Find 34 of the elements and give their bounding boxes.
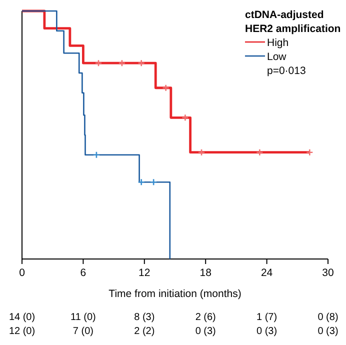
text: 0 (3) — [256, 326, 278, 337]
x-tick-label: 6 — [80, 267, 86, 279]
point — [92, 151, 100, 158]
text: 11 (0) — [70, 312, 96, 323]
x-tick-label: 24 — [260, 267, 273, 279]
x-axis-title: Time from initiation (months) — [108, 288, 242, 300]
text: 0 (3) — [318, 326, 338, 337]
point — [182, 114, 189, 122]
legend-label: High — [267, 37, 289, 49]
point — [256, 148, 264, 156]
point — [150, 178, 158, 186]
point — [138, 59, 145, 67]
x-tick-label: 12 — [138, 267, 150, 279]
point — [94, 59, 102, 67]
text: 0 (8) — [318, 312, 338, 323]
x-tick-label: 30 — [322, 267, 334, 279]
point — [118, 59, 126, 67]
point — [306, 148, 314, 156]
text: 0 (3) — [195, 326, 216, 337]
legend-label: Low — [267, 51, 287, 63]
x-tick-label: 18 — [200, 267, 212, 279]
annotation: p=0·013 — [267, 65, 306, 77]
text: 8 (3) — [134, 312, 155, 323]
point — [162, 84, 170, 92]
text: 12 (0) — [8, 326, 36, 337]
text: 1 (7) — [256, 312, 278, 323]
x-tick-label: 0 — [19, 267, 26, 279]
text: 2 (2) — [134, 326, 155, 337]
point — [138, 178, 145, 186]
legend-title: ctDNA-adjusted HER2 amplification — [245, 9, 341, 35]
point — [198, 148, 206, 156]
text: 7 (0) — [72, 326, 94, 337]
text: 2 (6) — [195, 312, 216, 323]
text: 14 (0) — [8, 312, 36, 323]
